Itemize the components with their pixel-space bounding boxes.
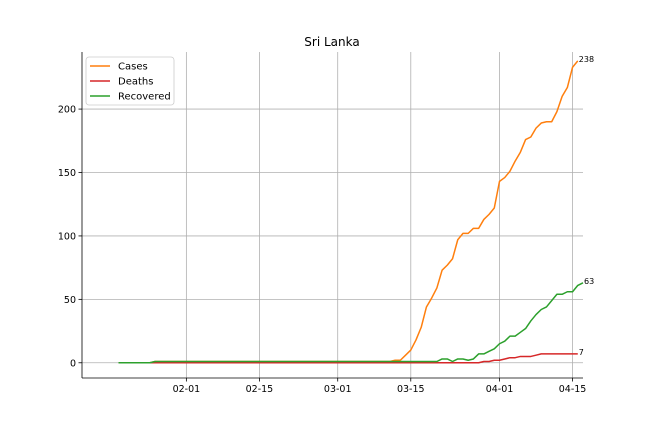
x-tick-label: 03-01: [324, 384, 352, 395]
y-tick-label: 0: [70, 358, 76, 369]
end-label-recovered: 63: [584, 277, 594, 286]
chart-title: Sri Lanka: [304, 35, 359, 49]
legend-box: [85, 56, 175, 106]
y-tick-label: 150: [58, 168, 76, 179]
legend-label-recovered: Recovered: [118, 92, 171, 103]
end-labels: 238 7 63: [579, 55, 594, 357]
x-axis-ticks: 02-01 02-15 03-01 03-15 04-01 04-15: [173, 378, 587, 395]
end-label-cases: 238: [579, 55, 594, 64]
x-tick-label: 03-15: [397, 384, 425, 395]
y-axis-ticks: 0 50 100 150 200: [58, 105, 82, 369]
x-tick-label: 02-15: [246, 384, 274, 395]
series-line-cases: [118, 60, 579, 364]
series-lines: [118, 60, 584, 364]
legend: Cases Deaths Recovered: [85, 56, 175, 106]
y-tick-label: 50: [64, 295, 76, 306]
y-tick-label: 200: [58, 105, 76, 116]
end-label-deaths: 7: [579, 348, 584, 357]
x-tick-label: 04-15: [559, 384, 587, 395]
series-line-recovered: [118, 282, 584, 364]
x-tick-label: 02-01: [173, 384, 201, 395]
legend-label-cases: Cases: [118, 62, 148, 73]
y-tick-label: 100: [58, 231, 76, 242]
legend-label-deaths: Deaths: [118, 77, 153, 88]
series-line-deaths: [118, 353, 578, 364]
x-tick-label: 04-01: [486, 384, 514, 395]
